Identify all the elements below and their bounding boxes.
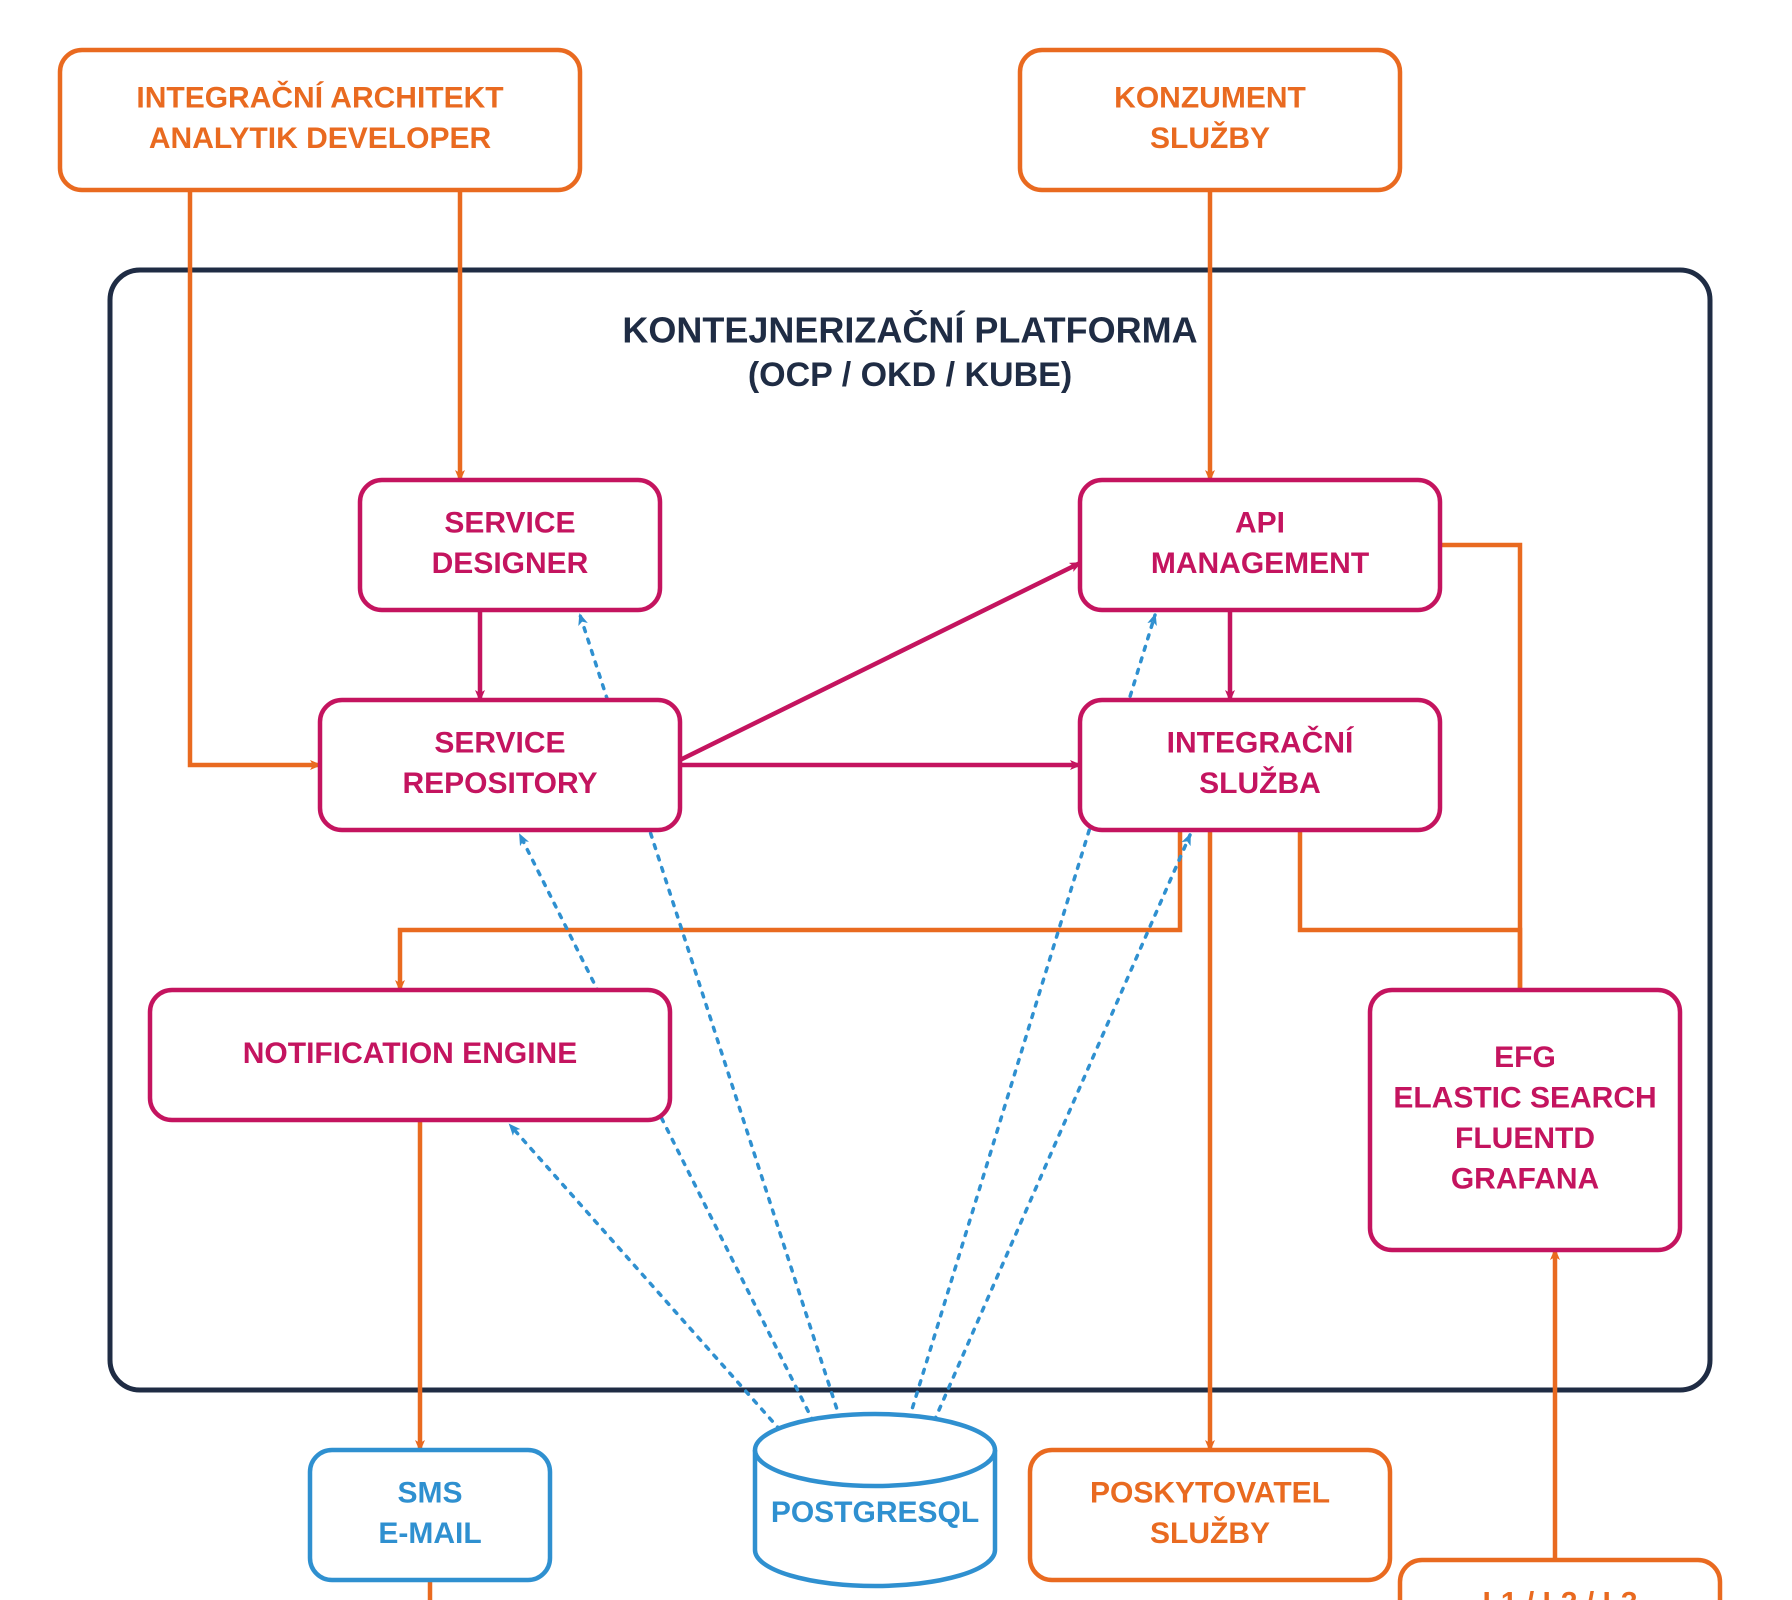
- edge-8: [1300, 830, 1520, 990]
- node-postgres-label: POSTGRESQL: [771, 1496, 979, 1529]
- node-sms: SMS E-MAIL: [310, 1450, 550, 1580]
- node-architect-line1: ANALYTIK DEVELOPER: [149, 122, 492, 155]
- node-sms-line0: SMS: [397, 1477, 462, 1510]
- node-provider-line1: SLUŽBY: [1150, 1516, 1270, 1550]
- platform-title-line2: (OCP / OKD / KUBE): [748, 356, 1072, 394]
- node-intsluzba-line0: INTEGRAČNÍ: [1167, 726, 1354, 760]
- platform-title-line1: KONTEJNERIZAČNÍ PLATFORMA: [622, 309, 1197, 351]
- node-apimgmt-line1: MANAGEMENT: [1151, 547, 1369, 580]
- node-notif-line0: NOTIFICATION ENGINE: [243, 1037, 577, 1070]
- node-notif: NOTIFICATION ENGINE: [150, 990, 670, 1120]
- dotted-edge-4: [510, 1125, 820, 1475]
- node-provider-line0: POSKYTOVATEL: [1090, 1477, 1330, 1510]
- node-repository: SERVICE REPOSITORY: [320, 700, 680, 830]
- diagram-root: KONTEJNERIZAČNÍ PLATFORMA (OCP / OKD / KU…: [0, 0, 1792, 1600]
- node-provider: POSKYTOVATEL SLUŽBY: [1030, 1450, 1390, 1580]
- node-efg-line2: FLUENTD: [1455, 1122, 1595, 1155]
- edge-6: [680, 563, 1080, 760]
- node-consumer: KONZUMENT SLUŽBY: [1020, 50, 1400, 190]
- edge-0: [190, 190, 320, 765]
- node-support-line0: L1 / L2 / L3: [1482, 1587, 1637, 1600]
- node-apimgmt-line0: API: [1235, 507, 1285, 540]
- node-efg: EFG ELASTIC SEARCH FLUENTD GRAFANA: [1370, 990, 1680, 1250]
- node-sms-line1: E-MAIL: [378, 1517, 481, 1550]
- node-apimgmt: API MANAGEMENT: [1080, 480, 1440, 610]
- node-support: L1 / L2 / L3PODPORA: [1400, 1560, 1720, 1600]
- node-postgres: POSTGRESQL: [755, 1414, 995, 1586]
- node-designer-line0: SERVICE: [444, 507, 575, 540]
- node-designer: SERVICE DESIGNER: [360, 480, 660, 610]
- node-intsluzba: INTEGRAČNÍ SLUŽBA: [1080, 700, 1440, 830]
- node-efg-line3: GRAFANA: [1451, 1163, 1599, 1196]
- node-repository-line0: SERVICE: [434, 727, 565, 760]
- node-repository-line1: REPOSITORY: [402, 767, 597, 800]
- node-intsluzba-line1: SLUŽBA: [1199, 766, 1321, 800]
- node-consumer-line1: SLUŽBY: [1150, 121, 1270, 155]
- node-efg-line1: ELASTIC SEARCH: [1393, 1082, 1656, 1115]
- node-architect: INTEGRAČNÍ ARCHITEKT ANALYTIK DEVELOPER: [60, 50, 580, 190]
- node-consumer-line0: KONZUMENT: [1114, 82, 1306, 115]
- edge-9: [1440, 545, 1520, 990]
- nodes-layer: INTEGRAČNÍ ARCHITEKT ANALYTIK DEVELOPER KO…: [60, 50, 1720, 1600]
- node-architect-line0: INTEGRAČNÍ ARCHITEKT: [136, 81, 503, 115]
- node-designer-line1: DESIGNER: [432, 547, 589, 580]
- node-efg-line0: EFG: [1494, 1041, 1556, 1074]
